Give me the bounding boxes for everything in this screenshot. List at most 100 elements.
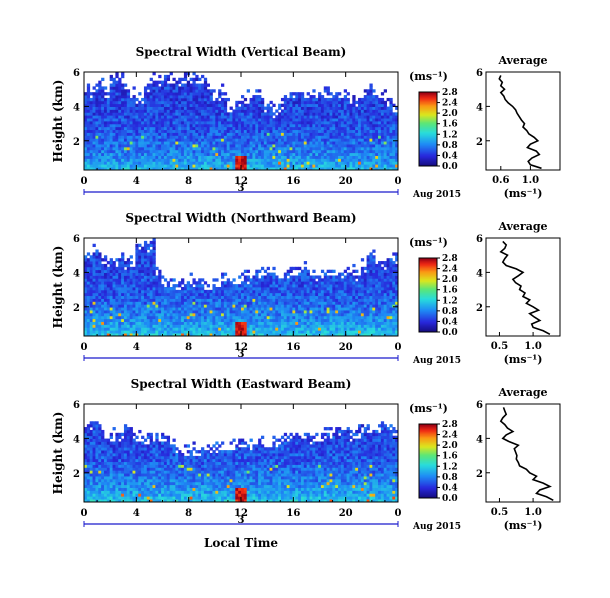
colorbar-tick-label: 0.8: [442, 307, 458, 317]
y-tick-label: 2: [73, 137, 80, 148]
profile-line: [498, 75, 542, 170]
colorbar-tick-label: 0.0: [442, 328, 458, 338]
x-tick-label: 0: [395, 342, 402, 353]
colorbar-tick-label: 2.0: [442, 275, 458, 285]
y-tick-label: 4: [73, 102, 80, 113]
colorbar-tick-label: 0.8: [442, 473, 458, 483]
colorbar-unit: (ms⁻¹): [409, 236, 448, 249]
colorbar-unit: (ms⁻¹): [409, 70, 448, 83]
profile-x-tick-label: 1.0: [522, 175, 539, 186]
colorbar-tick-label: 1.2: [442, 296, 458, 306]
y-tick-label: 4: [73, 268, 80, 279]
profile-x-label: (ms⁻¹): [504, 519, 543, 532]
profile-x-tick-label: 1.0: [524, 507, 541, 518]
panel-3: Spectral Width (Eastward Beam) Height (km…: [51, 377, 561, 532]
profile-y-tick-label: 6: [476, 234, 483, 245]
x-tick-label: 16: [286, 342, 300, 353]
profile-line: [499, 240, 551, 336]
profile-y-tick-label: 2: [476, 303, 483, 314]
x-tick-label: 8: [185, 176, 192, 187]
x-tick-label: 12: [234, 342, 248, 353]
y-tick-label: 6: [73, 400, 80, 411]
y-axis-label: Height (km): [51, 80, 65, 163]
date-label: Aug 2015: [412, 190, 461, 200]
colorbar-tick-label: 0.0: [442, 162, 458, 172]
x-tick-label: 4: [133, 342, 140, 353]
x-tick-label: 20: [339, 342, 353, 353]
colorbar-tick-label: 2.8: [442, 420, 458, 430]
profile-x-tick-label: 0.5: [491, 507, 508, 518]
profile-x-tick-label: 0.6: [492, 175, 509, 186]
chart-title: Spectral Width (Eastward Beam): [131, 377, 352, 391]
date-label: Aug 2015: [412, 522, 461, 532]
heatmap-cells: [84, 72, 399, 171]
profile-frame: [485, 237, 561, 337]
colorbar-tick-label: 0.0: [442, 494, 458, 504]
x-tick-label: 12: [234, 176, 248, 187]
y-tick-label: 4: [73, 434, 80, 445]
heatmap-cells: [84, 421, 399, 503]
x-tick-label: 4: [133, 508, 140, 519]
colorbar-tick-label: 0.4: [442, 317, 458, 327]
date-label: Aug 2015: [412, 356, 461, 366]
profile-y-tick-label: 2: [476, 469, 483, 480]
profile-title: Average: [497, 386, 547, 399]
profile-x-tick-label: 0.5: [491, 341, 508, 352]
x-tick-label: 20: [339, 508, 353, 519]
y-tick-label: 2: [73, 303, 80, 314]
average-profile: Average 0.5 1.0 2 4 6 (ms⁻¹): [476, 220, 561, 366]
x-tick-label: 0: [81, 176, 88, 187]
colorbar-tick-label: 1.6: [442, 452, 458, 462]
profile-x-label: (ms⁻¹): [504, 187, 543, 200]
colorbar-frame: [418, 257, 438, 333]
day-marker: 3: [238, 183, 245, 194]
y-tick-label: 6: [73, 68, 80, 79]
profile-y-tick-label: 4: [476, 268, 483, 279]
colorbar-tick-label: 2.4: [442, 99, 458, 109]
colorbar-tick-label: 2.4: [442, 431, 458, 441]
colorbar-frame: [418, 91, 438, 167]
profile-y-tick-label: 6: [476, 400, 483, 411]
y-tick-label: 2: [73, 469, 80, 480]
x-axis-label: Local Time: [204, 536, 278, 550]
colorbar-tick-label: 2.0: [442, 109, 458, 119]
colorbar-tick-label: 1.6: [442, 120, 458, 130]
colorbar: (ms⁻¹) 0.00.40.81.21.62.02.42.8: [409, 70, 458, 172]
colorbar-tick-label: 0.4: [442, 483, 458, 493]
heatmap-cells: [84, 238, 399, 337]
x-tick-label: 0: [395, 176, 402, 187]
x-tick-label: 8: [185, 342, 192, 353]
profile-y-tick-label: 2: [476, 137, 483, 148]
profile-y-tick-label: 4: [476, 434, 483, 445]
chart-title: Spectral Width (Vertical Beam): [136, 45, 347, 59]
y-axis-label: Height (km): [51, 246, 65, 329]
colorbar-frame: [418, 423, 438, 499]
x-tick-label: 12: [234, 508, 248, 519]
x-tick-label: 16: [286, 508, 300, 519]
colorbar-tick-label: 1.2: [442, 462, 458, 472]
panel-1: Spectral Width (Vertical Beam) Height (km…: [51, 45, 561, 200]
y-tick-label: 6: [73, 234, 80, 245]
x-tick-label: 4: [133, 176, 140, 187]
x-tick-label: 0: [395, 508, 402, 519]
profile-title: Average: [497, 220, 547, 233]
colorbar-tick-label: 0.4: [442, 151, 458, 161]
average-profile: Average 0.5 1.0 2 4 6 (ms⁻¹): [476, 386, 561, 532]
colorbar-tick-label: 2.8: [442, 254, 458, 264]
profile-x-label: (ms⁻¹): [504, 353, 543, 366]
profile-y-tick-label: 4: [476, 102, 483, 113]
profile-y-tick-label: 6: [476, 68, 483, 79]
profile-line: [499, 407, 554, 502]
average-profile: Average 0.6 1.0 2 4 6 (ms⁻¹): [476, 54, 561, 200]
profile-frame: [485, 403, 561, 503]
colorbar-tick-label: 0.8: [442, 141, 458, 151]
colorbar-tick-label: 2.4: [442, 265, 458, 275]
colorbar-tick-label: 1.6: [442, 286, 458, 296]
x-tick-label: 8: [185, 508, 192, 519]
profile-frame: [485, 71, 561, 171]
profile-title: Average: [497, 54, 547, 67]
colorbar-unit: (ms⁻¹): [409, 402, 448, 415]
x-tick-label: 16: [286, 176, 300, 187]
colorbar-tick-label: 1.2: [442, 130, 458, 140]
